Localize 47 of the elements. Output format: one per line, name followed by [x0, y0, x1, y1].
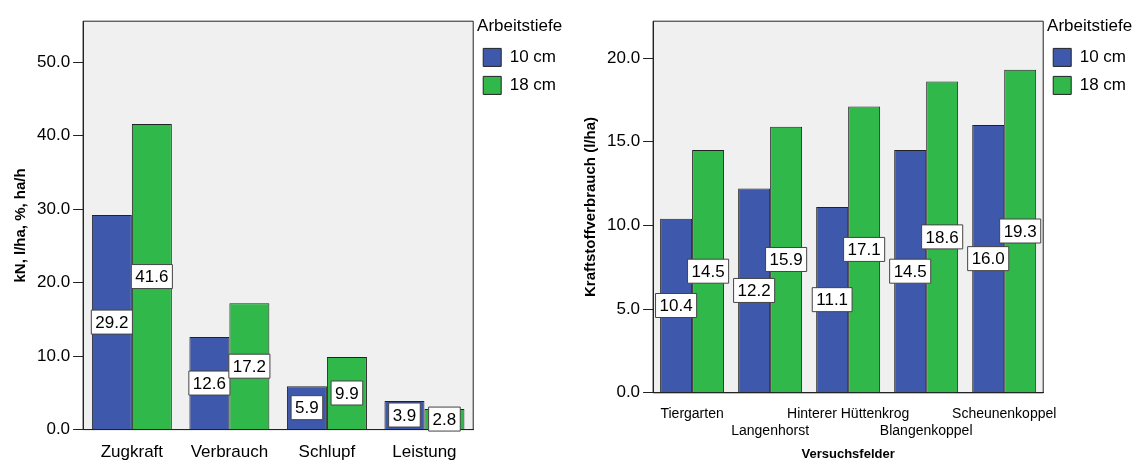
data-label: 11.1 — [816, 290, 849, 310]
data-label: 18.6 — [925, 227, 959, 247]
y-tick-label: 20.0 — [36, 272, 71, 292]
data-label: 14.5 — [893, 261, 927, 281]
x-tick-label: Hinterer Hüttenkrog — [787, 405, 910, 422]
data-label: 12.6 — [192, 373, 226, 393]
data-label: 19.3 — [1003, 221, 1037, 241]
legend-label: 10 cm — [1079, 47, 1126, 67]
y-tick-label: 0.0 — [46, 419, 71, 439]
x-axis-title: Versuchsfelder — [801, 445, 895, 461]
y-tick-label: 30.0 — [36, 198, 71, 218]
data-label: 5.9 — [295, 398, 319, 418]
data-label: 17.2 — [232, 356, 266, 376]
y-tick-label: 20.0 — [606, 47, 641, 67]
legend-label: 18 cm — [509, 75, 556, 95]
data-label: 10.4 — [659, 296, 693, 316]
x-tick-label: Schlupf — [298, 442, 356, 462]
x-tick-label: Tiergarten — [660, 405, 724, 422]
y-tick-label: 40.0 — [36, 125, 71, 145]
x-tick-label: Scheunenkoppel — [952, 405, 1057, 422]
data-label: 15.9 — [769, 250, 803, 270]
y-tick-label: 0.0 — [616, 382, 641, 402]
y-axis-title: Kraftstoffverbrauch (l/ha) — [581, 116, 599, 298]
data-label: 2.8 — [432, 409, 457, 429]
data-label: 3.9 — [392, 405, 417, 425]
y-tick-label: 15.0 — [606, 131, 641, 151]
x-tick-label: Langenhorst — [731, 421, 810, 438]
x-tick-label: Verbrauch — [190, 442, 269, 462]
data-label: 16.0 — [971, 249, 1005, 269]
legend-label: 10 cm — [509, 47, 556, 67]
y-tick-label: 5.0 — [616, 298, 641, 318]
y-tick-label: 10.0 — [36, 345, 71, 365]
data-label: 29.2 — [95, 312, 129, 332]
data-label: 17.1 — [847, 240, 881, 260]
y-axis-title: kN, l/ha, %, ha/h — [11, 168, 29, 283]
legend-title: Arbeitstiefe — [1047, 16, 1133, 36]
data-label: 14.5 — [691, 261, 725, 281]
data-label: 41.6 — [135, 267, 169, 287]
x-tick-label: Blangenkoppel — [879, 421, 973, 438]
legend-label: 18 cm — [1079, 75, 1126, 95]
y-tick-label: 10.0 — [606, 215, 641, 235]
x-tick-label: Leistung — [392, 442, 457, 462]
y-tick-label: 50.0 — [36, 52, 71, 72]
data-label: 12.2 — [737, 281, 771, 301]
x-tick-label: Zugkraft — [100, 442, 164, 462]
legend-title: Arbeitstiefe — [477, 16, 563, 36]
data-label: 9.9 — [335, 383, 359, 403]
